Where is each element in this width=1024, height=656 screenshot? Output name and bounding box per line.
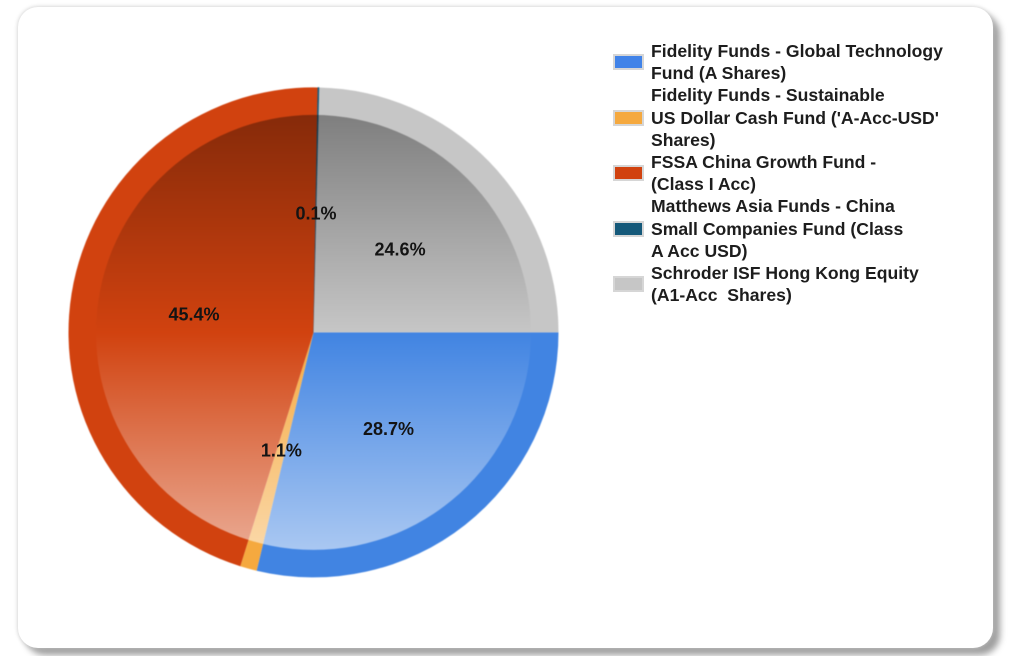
svg-text:28.7%: 28.7% (363, 419, 414, 439)
svg-text:1.1%: 1.1% (261, 441, 302, 461)
svg-text:0.1%: 0.1% (295, 203, 336, 223)
svg-text:24.6%: 24.6% (375, 239, 426, 259)
svg-text:45.4%: 45.4% (169, 305, 220, 325)
